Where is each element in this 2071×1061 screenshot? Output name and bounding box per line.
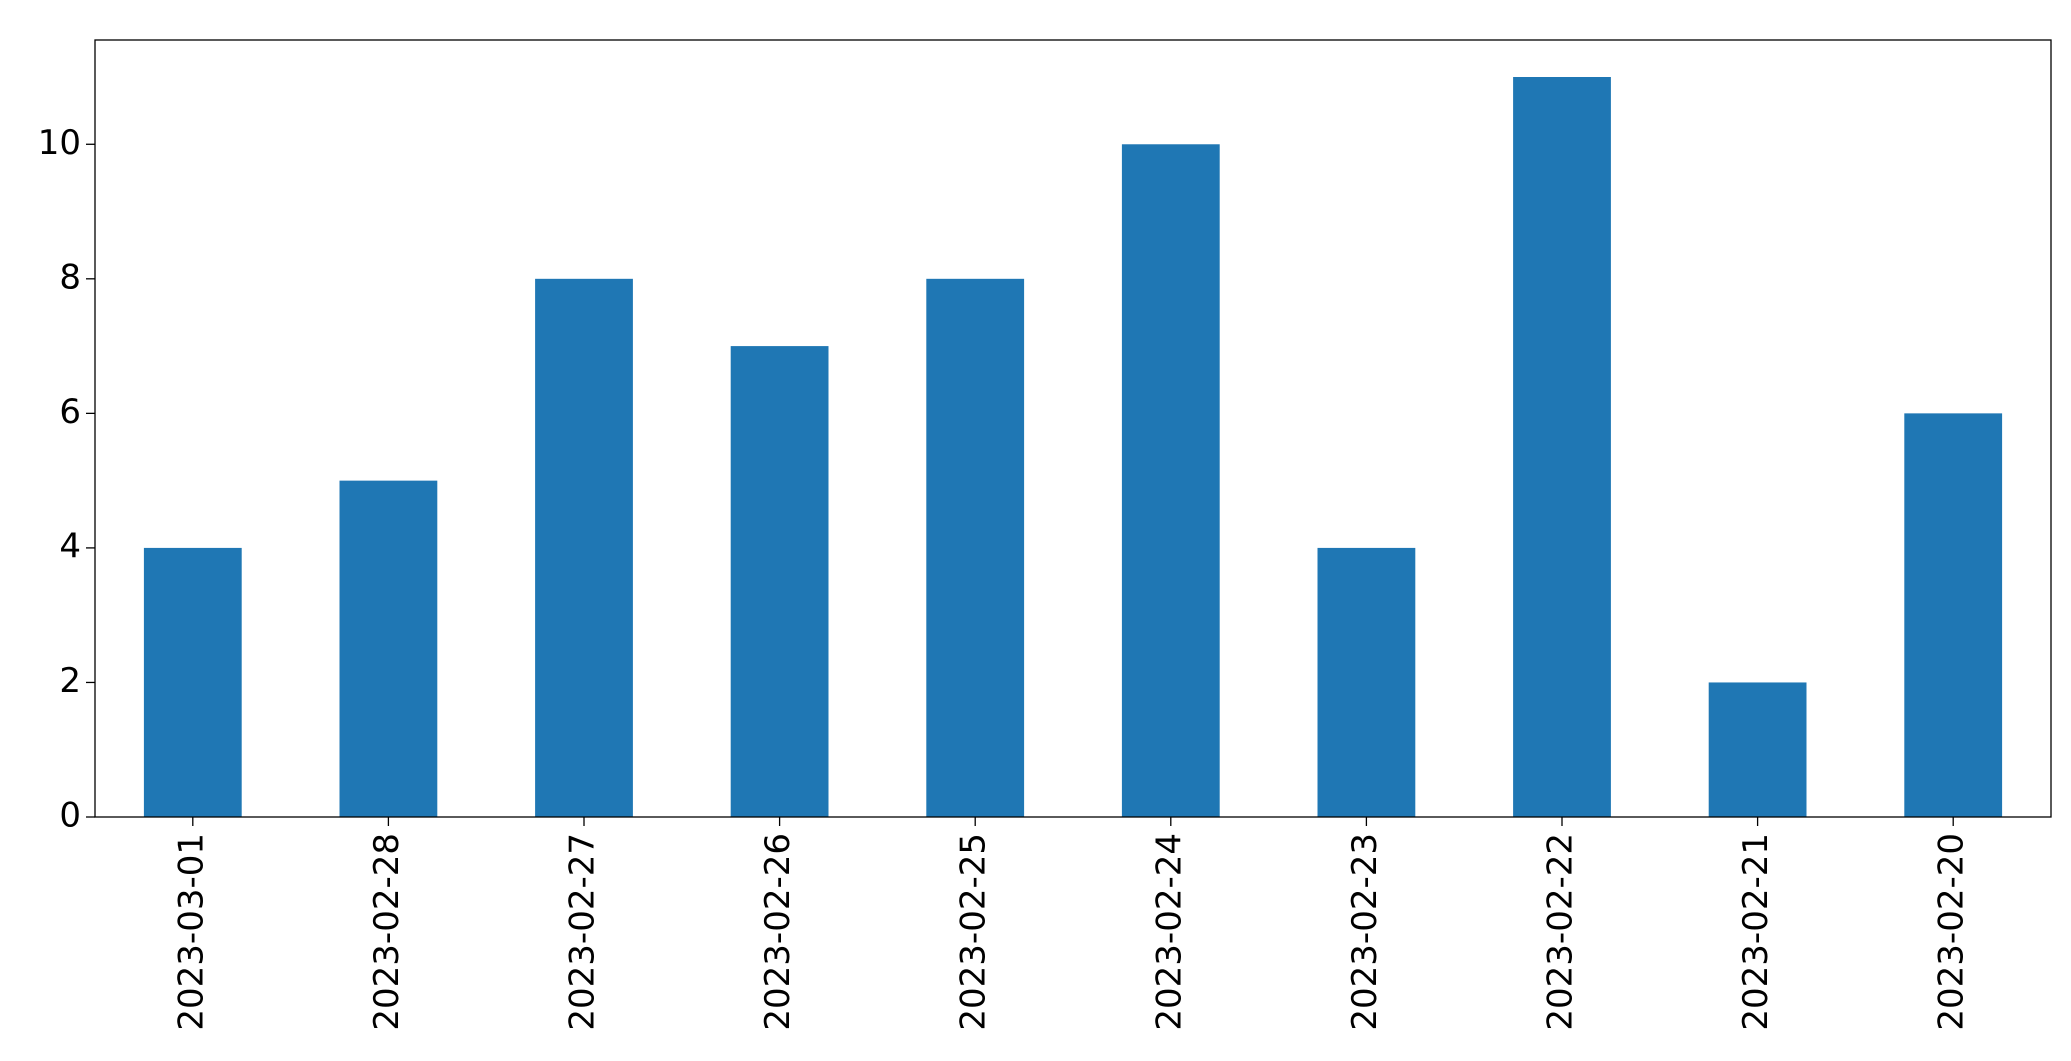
- x-tick-label: 2023-02-22: [1541, 833, 1581, 1031]
- x-tick-label: 2023-02-20: [1932, 833, 1972, 1031]
- bar: [535, 278, 633, 817]
- y-tick-label: 6: [59, 392, 81, 432]
- x-tick-label: 2023-03-01: [171, 833, 211, 1031]
- bar: [926, 278, 1025, 817]
- x-tick-label: 2023-02-21: [1736, 833, 1776, 1031]
- bar: [1317, 547, 1416, 817]
- x-tick-label: 2023-02-24: [1149, 833, 1189, 1031]
- bar: [1708, 682, 1807, 817]
- x-tick-label: 2023-02-25: [954, 833, 994, 1031]
- y-tick-label: 8: [59, 257, 81, 297]
- bar: [339, 480, 438, 817]
- y-tick-label: 2: [59, 661, 81, 701]
- y-tick-label: 0: [59, 796, 81, 836]
- x-tick-label: 2023-02-23: [1345, 833, 1385, 1031]
- plot-frame: [94, 39, 2052, 818]
- y-tick-label: 4: [59, 526, 81, 566]
- bar: [1121, 144, 1220, 818]
- x-tick-label: 2023-02-27: [563, 833, 603, 1031]
- y-tick-label: 10: [38, 123, 81, 163]
- bar: [730, 346, 829, 817]
- bar: [1513, 77, 1611, 817]
- x-tick-label: 2023-02-26: [758, 833, 798, 1031]
- bar: [143, 547, 242, 817]
- bar: [1904, 413, 2003, 817]
- x-tick-label: 2023-02-28: [367, 833, 407, 1031]
